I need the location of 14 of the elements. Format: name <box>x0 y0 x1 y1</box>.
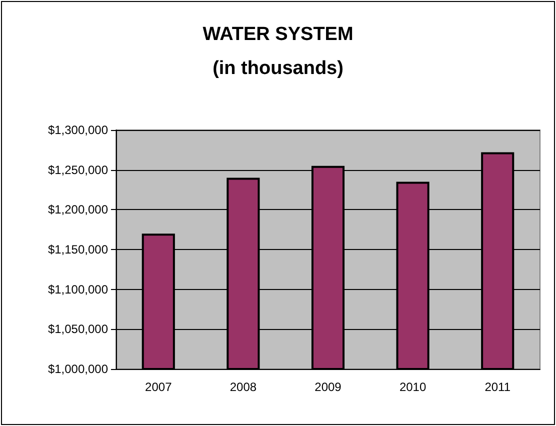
y-tick-label: $1,250,000 <box>48 162 108 177</box>
chart-subtitle: (in thousands) <box>212 58 344 79</box>
x-tick-label: 2008 <box>230 380 257 394</box>
y-tick-label: $1,100,000 <box>48 282 108 296</box>
y-tick-label: $1,000,000 <box>48 362 108 376</box>
y-tick-label: $1,300,000 <box>48 123 108 137</box>
x-tick-label: 2009 <box>314 380 342 394</box>
y-tick-label: $1,200,000 <box>48 202 108 217</box>
x-tick-label: 2011 <box>484 380 511 394</box>
y-tick-label: $1,050,000 <box>48 322 108 336</box>
chart-title: WATER SYSTEM <box>202 24 354 45</box>
y-tick-label: $1,150,000 <box>48 242 108 256</box>
x-tick-label: 2010 <box>399 380 426 394</box>
x-tick-label: 2007 <box>145 380 172 394</box>
